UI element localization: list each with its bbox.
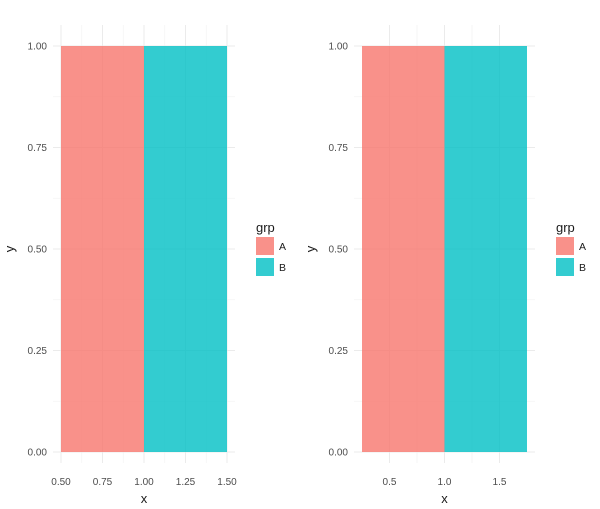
- y-tick-label: 0.50: [28, 245, 48, 256]
- y-tick-label: 0.25: [28, 346, 48, 357]
- legend-key-b: [256, 258, 274, 276]
- y-tick-label: 0.50: [329, 245, 349, 256]
- chart-panel-2: 0.00 0.25 0.50 0.75 1.00 0.5 1.0 1.5 x y grp AB: [303, 25, 586, 506]
- x-tick-label: 0.50: [51, 477, 71, 488]
- legend-label-a: A: [579, 241, 586, 253]
- legend-title: grp: [556, 220, 575, 235]
- bar-a: [362, 46, 445, 452]
- legend-key-b: [556, 258, 574, 276]
- x-tick-label: 1.25: [176, 477, 196, 488]
- bar-a: [61, 46, 144, 452]
- x-tick-label: 1.50: [217, 477, 237, 488]
- y-tick-label: 0.75: [28, 143, 48, 154]
- x-tick-label: 0.5: [383, 477, 397, 488]
- y-tick-label: 0.75: [329, 143, 349, 154]
- bar-b: [144, 46, 227, 452]
- chart-panel-1: 0.00 0.25 0.50 0.75 1.00 0.50 0.75 1.00 1.25 1.50…: [2, 25, 286, 506]
- legend: grp AB: [556, 220, 586, 276]
- legend-key-a: [556, 237, 574, 255]
- legend-label-b: B: [579, 262, 586, 274]
- y-axis-title: y: [2, 245, 17, 252]
- x-tick-label: 1.5: [493, 477, 507, 488]
- x-axis-title: x: [141, 491, 148, 506]
- y-tick-label: 0.00: [28, 448, 48, 459]
- y-tick-label: 0.00: [329, 448, 349, 459]
- y-tick-label: 1.00: [28, 42, 48, 53]
- x-tick-label: 1.00: [134, 477, 154, 488]
- bar-b: [444, 46, 527, 452]
- legend-key-a: [256, 237, 274, 255]
- y-tick-label: 0.25: [329, 346, 349, 357]
- legend: grp AB: [256, 220, 286, 276]
- y-tick-label: 1.00: [329, 42, 349, 53]
- x-tick-label: 0.75: [93, 477, 113, 488]
- x-axis-title: x: [441, 491, 448, 506]
- legend-label-a: A: [279, 241, 286, 253]
- legend-title: grp: [256, 220, 275, 235]
- x-tick-label: 1.0: [438, 477, 452, 488]
- legend-label-b: B: [279, 262, 286, 274]
- y-axis-title: y: [303, 245, 318, 252]
